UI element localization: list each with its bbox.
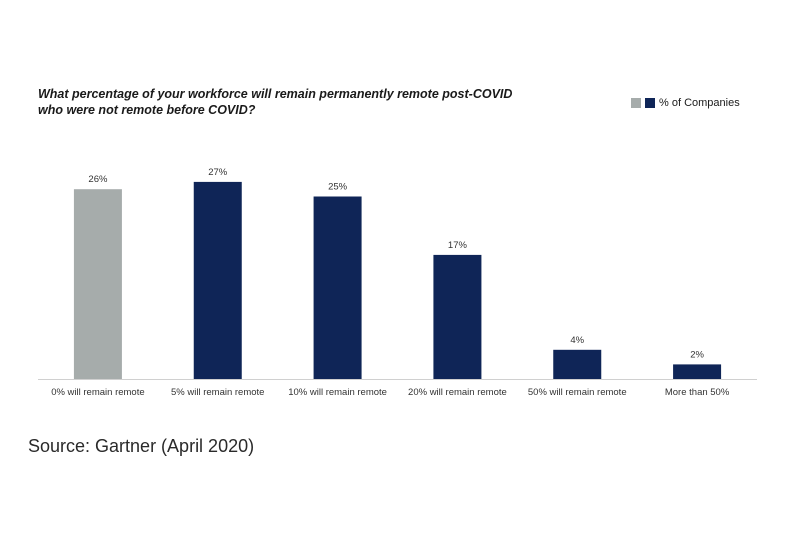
value-label-1: 27% (208, 167, 228, 178)
bar-1 (193, 181, 242, 379)
legend-swatch-navy (645, 98, 655, 108)
bar-5 (673, 364, 722, 379)
bar-2 (313, 196, 362, 379)
category-label-4: 50% will remain remote (528, 387, 627, 398)
legend-label: % of Companies (659, 97, 740, 109)
category-label-2: 10% will remain remote (288, 387, 387, 398)
bar-3 (433, 254, 482, 379)
chart-title-line-1: What percentage of your workforce will r… (38, 87, 513, 101)
value-label-5: 2% (690, 349, 704, 360)
bar-4 (553, 349, 602, 379)
bar-0 (73, 189, 122, 379)
category-label-0: 0% will remain remote (51, 387, 144, 398)
value-label-2: 25% (328, 182, 348, 193)
value-label-3: 17% (448, 240, 468, 251)
chart-legend: % of Companies (631, 97, 740, 109)
chart-title-line-2: who were not remote before COVID? (38, 103, 256, 117)
legend-swatch-grey (631, 98, 641, 108)
chart-title: What percentage of your workforce will r… (38, 86, 558, 118)
category-label-1: 5% will remain remote (171, 387, 264, 398)
source-note: Source: Gartner (April 2020) (28, 436, 255, 456)
category-label-5: More than 50% (665, 387, 730, 398)
value-label-4: 4% (570, 335, 584, 346)
category-label-3: 20% will remain remote (408, 387, 507, 398)
value-label-0: 26% (88, 174, 108, 185)
